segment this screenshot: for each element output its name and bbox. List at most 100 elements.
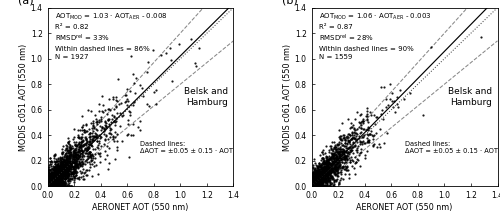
Point [72, 144, 80, 147]
Point [312, 179, 320, 182]
Point [315, 171, 323, 174]
Point [111, 157, 119, 160]
Point [48, 185, 56, 188]
Point [50, 179, 58, 183]
Point [325, 178, 333, 181]
Point [320, 156, 328, 160]
Point [309, 185, 317, 188]
Point [152, 102, 160, 106]
Point [58, 163, 66, 166]
Point [150, 48, 158, 52]
Point [57, 178, 65, 181]
Point [360, 127, 368, 131]
Point [336, 145, 344, 148]
Point [52, 178, 60, 182]
Point [315, 183, 323, 187]
Point [331, 167, 339, 170]
Point [50, 166, 58, 169]
Point [61, 177, 69, 181]
Point [48, 185, 56, 188]
Point [344, 172, 352, 175]
Point [51, 182, 59, 185]
Point [346, 150, 354, 153]
Point [56, 185, 64, 188]
Point [114, 77, 122, 80]
Point [342, 150, 350, 154]
Point [47, 164, 55, 168]
Point [45, 185, 53, 188]
Point [309, 185, 317, 188]
Point [66, 161, 74, 165]
Point [343, 151, 351, 155]
Point [318, 157, 326, 160]
Point [46, 183, 54, 186]
Point [312, 184, 320, 188]
Point [326, 154, 334, 158]
Point [330, 179, 338, 183]
Point [44, 167, 52, 171]
Point [68, 149, 76, 152]
Point [67, 172, 75, 176]
Point [314, 180, 322, 183]
Point [333, 156, 341, 159]
Point [54, 174, 62, 178]
Point [66, 166, 74, 169]
Point [56, 175, 64, 178]
Point [309, 175, 317, 178]
Point [316, 176, 324, 179]
Point [343, 153, 351, 157]
Point [69, 154, 77, 157]
Point [49, 185, 57, 188]
Point [47, 181, 55, 185]
Point [310, 180, 318, 183]
Point [113, 133, 121, 136]
Point [328, 166, 336, 169]
Point [343, 134, 351, 138]
Point [70, 160, 78, 164]
Point [82, 173, 90, 177]
Point [54, 173, 62, 177]
Point [47, 185, 55, 188]
Point [370, 133, 378, 136]
Point [48, 182, 56, 185]
Point [342, 157, 350, 160]
Point [312, 181, 320, 185]
Point [47, 176, 55, 180]
Point [313, 180, 321, 183]
Point [46, 185, 54, 188]
Point [47, 183, 55, 186]
Point [357, 130, 365, 134]
Point [316, 176, 324, 179]
Point [63, 154, 71, 157]
Point [46, 185, 54, 188]
Point [47, 182, 55, 185]
Point [44, 185, 52, 188]
Point [50, 184, 58, 188]
Point [324, 174, 332, 177]
Point [62, 163, 70, 166]
Point [66, 165, 74, 169]
Point [308, 183, 316, 186]
Point [48, 178, 56, 181]
Point [50, 185, 58, 188]
Point [314, 182, 322, 186]
Point [331, 153, 339, 157]
Point [321, 185, 329, 188]
Point [88, 138, 96, 141]
Point [310, 185, 318, 188]
Point [44, 182, 52, 186]
Point [323, 165, 331, 168]
Point [58, 168, 66, 172]
Point [77, 135, 85, 139]
Point [308, 183, 316, 187]
Point [60, 166, 68, 169]
Point [57, 173, 65, 177]
Point [360, 139, 368, 142]
Point [382, 97, 390, 101]
Point [107, 120, 115, 124]
Point [328, 166, 336, 170]
Point [58, 175, 66, 179]
Point [60, 170, 68, 174]
Point [72, 171, 80, 175]
Point [310, 182, 318, 186]
